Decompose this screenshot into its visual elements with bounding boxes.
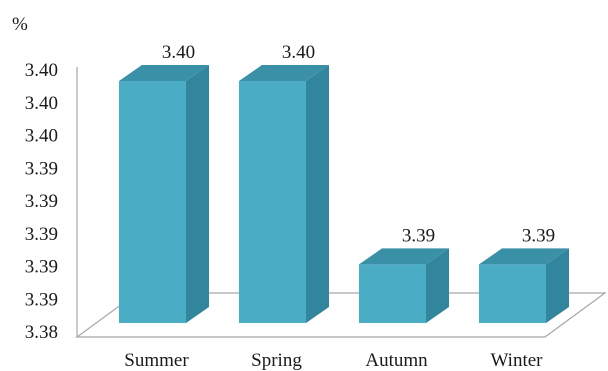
data-label: 3.40 (162, 42, 195, 63)
bar (479, 248, 569, 323)
category-label: Summer (124, 350, 189, 371)
y-tick-label: 3.38 (25, 322, 58, 343)
bar (119, 65, 209, 323)
y-tick-label: 3.39 (25, 257, 58, 278)
bar (359, 248, 449, 323)
y-tick-label: 3.39 (25, 289, 58, 310)
category-label: Spring (251, 350, 302, 371)
bar-front (359, 264, 426, 323)
data-label: 3.40 (282, 42, 315, 63)
bar-side (306, 65, 329, 323)
bar-top (239, 65, 329, 81)
y-tick-label: 3.40 (25, 126, 58, 147)
y-tick-label: 3.40 (25, 60, 58, 81)
bar-front (119, 81, 186, 323)
bar-front (479, 264, 546, 323)
bar-side (426, 248, 449, 323)
y-tick-label: 3.40 (25, 93, 58, 114)
bar-top (479, 248, 569, 265)
bar-side (546, 248, 569, 323)
floor-plane (75, 292, 607, 338)
unit-label: % (12, 14, 28, 35)
data-label: 3.39 (402, 225, 435, 246)
y-tick-label: 3.39 (25, 191, 58, 212)
bar-top (359, 248, 449, 265)
data-label: 3.39 (522, 225, 555, 246)
y-tick-label: 3.39 (25, 158, 58, 179)
bar-front (239, 81, 306, 323)
bar-top (119, 65, 209, 81)
y-tick-label: 3.39 (25, 224, 58, 245)
bar (239, 65, 329, 323)
category-label: Autumn (365, 350, 428, 371)
bar-side (186, 65, 209, 323)
category-label: Winter (491, 350, 544, 371)
